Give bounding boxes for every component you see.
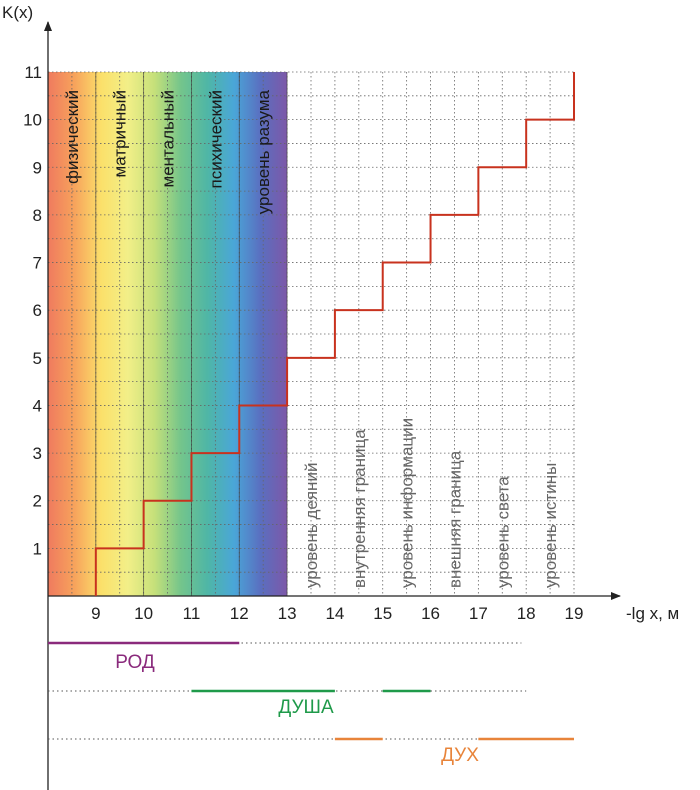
band-label: уровень разума [254,89,273,214]
y-tick-labels: 1 2 3 4 5 6 7 8 9 10 11 [23,63,42,558]
y-tick-label: 9 [33,158,42,177]
range-bars: РОД ДУША ДУХ [48,641,574,766]
band-label: уровень света [493,476,512,588]
x-tick-label: 12 [230,604,249,623]
x-tick-label: 17 [469,604,488,623]
band-labels: физический матричный ментальный психический… [63,89,560,588]
band-label: физический [63,90,82,184]
x-tick-label: 14 [325,604,344,623]
band-label: внешняя граница [445,450,464,588]
x-tick-label: 9 [91,604,100,623]
x-tick-labels: 9 10 11 12 13 14 15 16 17 18 19 [91,604,583,623]
y-tick-label: 6 [33,301,42,320]
y-tick-label: 5 [33,349,42,368]
band-label: уровень деяний [302,463,321,588]
y-tick-label: 4 [33,396,42,415]
band-label: уровень информации [398,418,417,588]
y-tick-label: 3 [33,444,42,463]
y-tick-label: 10 [23,111,42,130]
y-tick-label: 7 [33,254,42,273]
range-label: ДУХ [441,745,479,766]
y-tick-label: 11 [24,63,42,82]
band-label: ментальный [159,90,178,187]
range-label: РОД [115,652,155,673]
y-tick-label: 1 [33,539,42,558]
range-label: ДУША [278,697,334,718]
y-axis-label: K(x) [2,3,33,22]
x-tick-label: 15 [373,604,392,623]
band-label: внутренняя граница [350,429,369,588]
x-tick-label: 18 [517,604,536,623]
band-label: матричный [111,90,130,177]
y-tick-label: 2 [33,492,42,511]
x-axis-label: -lg x, м [626,604,679,623]
x-tick-label: 13 [278,604,297,623]
x-tick-label: 19 [565,604,584,623]
series-step-line [94,72,575,596]
x-tick-label: 16 [421,604,440,623]
y-tick-label: 8 [33,206,42,225]
x-tick-label: 11 [183,604,201,623]
x-tick-label: 10 [134,604,153,623]
band-label: психический [206,90,225,188]
band-label: уровень истины [541,463,560,588]
axes [44,21,621,790]
